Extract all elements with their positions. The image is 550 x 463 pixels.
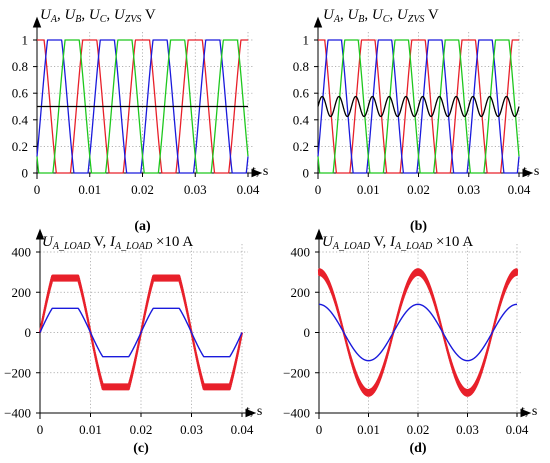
- y-axis-arrow: [35, 228, 45, 240]
- panel-a: 0 0.01 0.02 0.03 0.04 0 0.2 0.4 0.6 0.8 1 t, s UA, U…: [12, 7, 269, 234]
- y-tick-label: 1: [22, 33, 29, 48]
- x-tick-label: 0.02: [131, 182, 154, 197]
- series-line-1: [317, 268, 519, 397]
- y-tick-label: 400: [12, 245, 32, 260]
- x-tick-label: 0.03: [180, 422, 203, 437]
- series-line-3: [36, 39, 249, 174]
- x-tick-label: 0.04: [506, 422, 529, 437]
- y-tick-label: 200: [291, 285, 311, 300]
- y-tick-label: 200: [12, 285, 32, 300]
- panel-d: 0 0.01 0.02 0.03 0.04 −400 −200 0 200 400 t, s UA_L…: [283, 228, 537, 456]
- y-tick-label: −200: [4, 365, 31, 380]
- x-tick-label: 0.01: [79, 422, 102, 437]
- x-tick-label: 0.04: [508, 182, 531, 197]
- series-line-3: [317, 39, 520, 174]
- y-tick-label: −400: [283, 406, 310, 421]
- x-tick-label: 0.03: [457, 182, 480, 197]
- series-line-2: [39, 307, 243, 358]
- y-tick-label: 0.6: [293, 86, 310, 101]
- x-tick-label: 0: [37, 422, 44, 437]
- x-tick-label: 0: [316, 422, 323, 437]
- x-tick-label: 0.04: [231, 422, 254, 437]
- chart-title: UA_LOAD V, IA_LOAD ×10 A: [322, 234, 473, 252]
- x-tick-label: 0.01: [357, 182, 380, 197]
- y-tick-label: 0: [304, 325, 311, 340]
- y-tick-label: −200: [283, 365, 310, 380]
- y-tick-label: 0.6: [12, 86, 29, 101]
- y-tick-label: 0.2: [293, 139, 309, 154]
- axes: [35, 228, 257, 419]
- x-tick-label: 0.04: [237, 182, 260, 197]
- y-axis-arrow: [314, 228, 324, 240]
- x-axis-arrow: [520, 408, 532, 418]
- x-tick-label: 0.02: [407, 182, 430, 197]
- y-axis-arrow: [313, 16, 323, 28]
- x-axis-arrow: [245, 408, 257, 418]
- y-tick-label: 0.4: [12, 112, 29, 127]
- panel-c: 0 0.01 0.02 0.03 0.04 −400 −200 0 200 400 t, s UA_L…: [4, 228, 262, 456]
- y-tick-label: 0.4: [293, 112, 310, 127]
- x-tick-label: 0.03: [184, 182, 207, 197]
- y-tick-label: 0.8: [12, 59, 28, 74]
- chart-title: UA_LOAD V, IA_LOAD ×10 A: [42, 234, 193, 252]
- panel-b: 0 0.01 0.02 0.03 0.04 0 0.2 0.4 0.6 0.8 1 t, s UA, U…: [293, 7, 540, 234]
- y-tick-label: 0.8: [293, 59, 309, 74]
- panel-label: (c): [133, 441, 149, 456]
- panel-label: (b): [410, 219, 427, 234]
- x-tick-label: 0.02: [407, 422, 430, 437]
- y-tick-label: 400: [291, 245, 311, 260]
- x-tick-label: 0.02: [130, 422, 153, 437]
- x-tick-label: 0: [315, 182, 322, 197]
- panel-label: (d): [409, 441, 426, 456]
- series-line-2: [318, 303, 518, 362]
- x-axis-label: t, s: [523, 164, 539, 179]
- x-axis-arrow: [522, 168, 534, 178]
- x-axis-label: t, s: [246, 404, 262, 419]
- chart-title: UA, UB, UC, UZVS V: [323, 7, 439, 25]
- x-tick-label: 0.03: [456, 422, 479, 437]
- x-tick-label: 0.01: [78, 182, 101, 197]
- y-tick-label: 0: [25, 325, 32, 340]
- y-tick-label: 0: [22, 166, 29, 181]
- x-axis-arrow: [251, 168, 263, 178]
- x-axis-label: t, s: [252, 164, 268, 179]
- y-tick-label: 0.2: [12, 139, 28, 154]
- x-tick-label: 0: [34, 182, 41, 197]
- y-axis-arrow: [32, 16, 42, 28]
- panel-label: (a): [134, 219, 151, 234]
- y-tick-label: 0: [303, 166, 310, 181]
- series-line-4: [317, 95, 520, 118]
- y-tick-label: −400: [4, 406, 31, 421]
- x-tick-label: 0.01: [357, 422, 380, 437]
- y-tick-label: 1: [303, 33, 310, 48]
- chart-title: UA, UB, UC, UZVS V: [40, 7, 156, 25]
- axes: [314, 228, 532, 419]
- x-axis-label: t, s: [521, 404, 537, 419]
